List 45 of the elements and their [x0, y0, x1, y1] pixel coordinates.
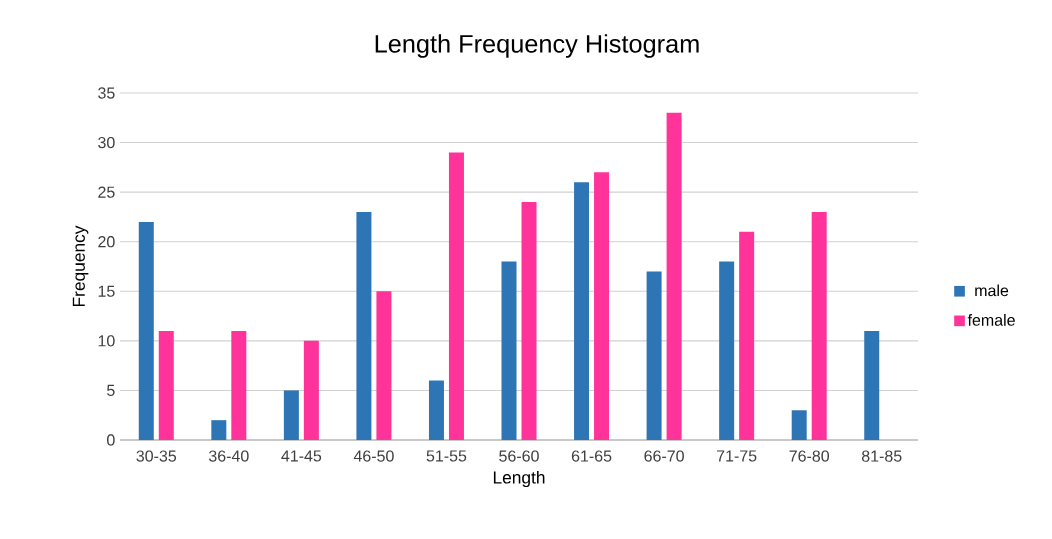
bar [811, 211, 827, 440]
y-tick-label: 5 [107, 384, 115, 396]
bar [138, 221, 154, 440]
bar [231, 330, 247, 440]
bar [574, 182, 590, 440]
y-tick-label: 35 [98, 87, 115, 99]
bar [376, 291, 392, 440]
bar [501, 261, 517, 440]
bar [864, 330, 880, 440]
legend-label: male [975, 284, 1009, 297]
bar [428, 380, 444, 440]
bar [448, 152, 464, 440]
y-tick-label: 10 [98, 335, 115, 347]
x-tick-label: 46-50 [353, 450, 394, 462]
bar [791, 410, 807, 440]
y-tick-label: 20 [98, 236, 115, 248]
bar [303, 340, 319, 440]
bar [594, 172, 610, 440]
bar [739, 231, 755, 440]
legend-label: female [967, 314, 1015, 326]
bar [521, 202, 537, 440]
bar [666, 112, 682, 440]
y-tick-label: 30 [98, 136, 115, 149]
x-tick-label: 81-85 [861, 450, 902, 462]
bar [158, 330, 174, 440]
x-tick-label: 41-45 [281, 450, 322, 462]
x-tick-label: 71-75 [717, 450, 757, 462]
x-tick-label: 51-55 [426, 450, 467, 462]
x-tick-label: 66-70 [644, 450, 684, 462]
y-tick-label: 15 [98, 285, 115, 297]
x-tick-label: 36-40 [208, 450, 249, 462]
bar [283, 390, 299, 440]
x-tick-label: 30-35 [136, 450, 177, 462]
bar [719, 261, 735, 440]
chart-title: Length Frequency Histogram [375, 34, 699, 58]
bar [646, 271, 662, 440]
x-tick-label: 76-80 [789, 450, 830, 462]
y-axis-title: Frequency [72, 225, 89, 307]
y-tick-label: 25 [98, 186, 115, 198]
x-axis-title: Length [493, 470, 545, 488]
x-tick-label: 56-60 [499, 450, 539, 462]
y-tick-label: 0 [107, 434, 115, 446]
bar [356, 211, 372, 440]
x-tick-label: 61-65 [571, 450, 612, 462]
bar [211, 420, 227, 440]
